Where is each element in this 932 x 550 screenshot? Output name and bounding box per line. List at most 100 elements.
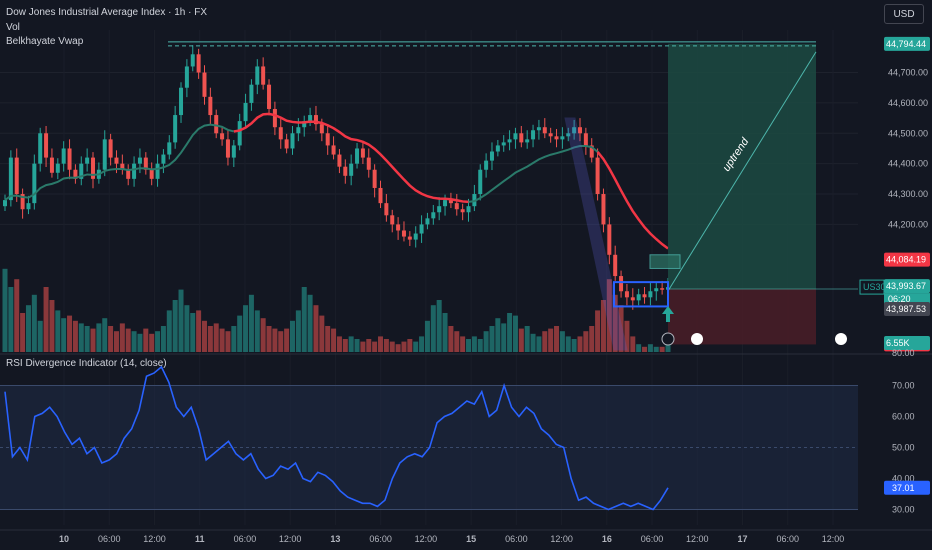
time-tick-label: 11 [195,534,205,544]
candle-body [67,148,72,170]
candle-body [249,84,254,103]
time-tick-label: 17 [738,534,748,544]
time-tick-label: 06:00 [776,534,799,544]
candle-body [243,102,248,122]
candle-body [302,121,307,128]
volume-bar [143,328,149,352]
candle-body [636,294,641,301]
vwap-price-label-bg [884,252,930,267]
volume-bar [571,339,577,352]
entry-price-label: 43,987.53 [886,304,926,314]
candle-body [208,96,213,116]
long-target-zone [668,43,816,289]
rsi-value-label: 37.01 [892,483,915,493]
volume-bar [49,300,55,352]
candle-body [372,169,377,188]
candle-body [143,157,148,170]
time-tick-label: 12:00 [822,534,845,544]
time-tick-label: 06:00 [641,534,664,544]
volume-bar [119,323,125,352]
volume-bar [319,315,325,352]
volume-bar [342,339,348,352]
volume-bar [108,326,114,352]
volume-bar [618,305,624,352]
last-price-label-bg [884,279,930,294]
candle-body [290,133,295,149]
legend-vwap[interactable]: Belkhayate Vwap [6,36,84,47]
candle-body [108,139,113,158]
time-tick-label: 12:00 [686,534,709,544]
volume-bar [589,326,595,352]
volume-bar [378,336,384,352]
candle-body [202,72,207,97]
volume-bar [266,326,272,352]
candle-body [267,84,272,109]
volume-bar [96,323,102,352]
candle-body [126,169,131,179]
volume-bar [389,341,395,352]
time-tick-label: 10 [59,534,69,544]
volume-bar [196,310,202,352]
candle-body [120,163,125,170]
candle-body [231,145,236,158]
volume-bar [8,287,14,352]
rsi-line [4,365,669,511]
volume-bar [372,341,378,352]
volume-bar [413,341,419,352]
volume-bar [313,305,319,352]
legend-volume[interactable]: Vol [6,22,20,33]
candle-body [167,142,172,155]
candle-body [355,148,360,164]
candle-body [32,163,37,204]
volume-bar [149,333,155,352]
volume-bar [14,279,20,352]
vwap-line-green [4,123,235,201]
volume-bar [454,331,460,352]
us-flag-icon [691,333,703,345]
candle-body [343,166,348,176]
candle-body [149,169,154,179]
volume-bar [125,328,131,352]
volume-bar [331,328,337,352]
countdown-label: 06:20 [888,294,911,304]
volume-bar [243,305,249,352]
last-price-label: 43,993.67 [886,281,926,291]
candle-body [654,288,659,292]
candle-body [179,87,184,116]
volume-bar [507,313,513,352]
currency-button[interactable]: USD [884,4,924,24]
rsi-panel-title[interactable]: RSI Divergence Indicator (14, close) [6,358,167,369]
candle-body [184,66,189,88]
candle-body [660,288,665,290]
lightning-icon [661,332,675,346]
volume-bar [90,328,96,352]
candle-body [349,163,354,176]
time-tick-label: 12:00 [279,534,302,544]
volume-bar [20,313,26,352]
rsi-tick-label: 30.00 [892,505,915,515]
candle-body [261,66,266,85]
candle-body [437,206,442,213]
candle-body [454,203,459,210]
candle-body [26,203,31,210]
volume-bar [307,294,313,352]
rsi-tick-label: 40.00 [892,474,915,484]
volume-bar [630,336,636,352]
volume-bar [419,336,425,352]
volume-bar [524,326,530,352]
volume-bar [612,294,618,352]
candle-body [431,212,436,219]
volume-bar [237,315,243,352]
volume-bar [248,294,254,352]
candle-body [566,133,571,137]
candle-body [173,115,178,143]
volume-bar [477,339,483,352]
candle-body [443,200,448,207]
time-tick-label: 13 [330,534,340,544]
candle-body [255,66,260,85]
time-tick-label: 12:00 [415,534,438,544]
symbol-tag: US30 [863,282,886,292]
volume-bar [366,339,372,352]
volume-bar [336,336,342,352]
